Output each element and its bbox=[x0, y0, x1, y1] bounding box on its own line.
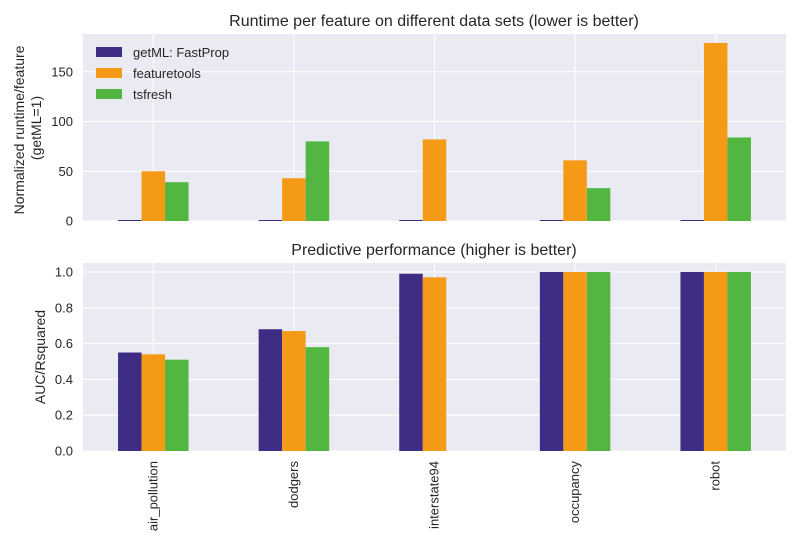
runtime-bar-getml-fastprop-dodgers bbox=[258, 220, 283, 221]
performance-y-tick-label: 0.8 bbox=[55, 300, 73, 315]
runtime-bar-tsfresh-air-pollution bbox=[165, 182, 189, 221]
performance-x-ticks: air_pollution dodgers interstate94 occupanc… bbox=[145, 461, 722, 532]
runtime-y-axis-label-line2: (getML=1) bbox=[28, 96, 44, 160]
performance-y-tick-label: 0.0 bbox=[55, 444, 73, 459]
runtime-bar-featuretools-interstate94 bbox=[422, 139, 447, 221]
runtime-bar-featuretools-occupancy bbox=[563, 160, 587, 221]
performance-y-tick-label: 1.0 bbox=[55, 264, 73, 279]
performance-bar-getml-fastprop-air-pollution bbox=[118, 352, 142, 451]
x-tick-label-interstate94: interstate94 bbox=[427, 461, 442, 529]
legend-label-tsfresh: tsfresh bbox=[133, 87, 172, 102]
runtime-bar-getml-fastprop-occupancy bbox=[539, 220, 564, 221]
runtime-y-tick-label: 100 bbox=[51, 114, 73, 129]
performance-bar-getml-fastprop-occupancy bbox=[539, 271, 564, 451]
runtime-bars bbox=[118, 42, 751, 221]
performance-bar-tsfresh-dodgers bbox=[305, 347, 330, 451]
performance-chart: 0.0 0.2 0.4 0.6 0.8 1.0 air_pollution dodgers i… bbox=[32, 242, 786, 531]
performance-bar-getml-fastprop-interstate94 bbox=[399, 273, 423, 451]
runtime-bar-getml-fastprop-interstate94 bbox=[399, 220, 423, 221]
performance-y-ticks: 0.0 0.2 0.4 0.6 0.8 1.0 bbox=[55, 264, 73, 458]
runtime-bar-tsfresh-dodgers bbox=[305, 141, 330, 221]
legend-label-featuretools: featuretools bbox=[133, 66, 201, 81]
runtime-y-axis-label-line1: Normalized runtime/feature bbox=[11, 45, 27, 214]
performance-bars bbox=[118, 271, 751, 451]
runtime-bar-featuretools-robot bbox=[703, 42, 728, 221]
runtime-bar-getml-fastprop-robot bbox=[680, 220, 704, 221]
runtime-bar-featuretools-dodgers bbox=[282, 178, 306, 221]
runtime-y-ticks: 0 50 100 150 bbox=[51, 64, 73, 228]
runtime-chart-title: Runtime per feature on different data se… bbox=[229, 13, 639, 30]
performance-y-tick-label: 0.6 bbox=[55, 336, 73, 351]
runtime-y-tick-label: 50 bbox=[59, 164, 73, 179]
performance-bar-tsfresh-occupancy bbox=[586, 271, 611, 451]
runtime-bar-getml-fastprop-air-pollution bbox=[118, 220, 142, 221]
runtime-chart: 0 50 100 150 Runtime per feature on differe… bbox=[11, 13, 786, 229]
runtime-bar-tsfresh-occupancy bbox=[586, 188, 611, 221]
runtime-y-axis-label: Normalized runtime/feature (getML=1) bbox=[11, 42, 44, 215]
x-tick-label-occupancy: occupancy bbox=[567, 461, 582, 524]
legend: getML: FastProp featuretools tsfresh bbox=[96, 45, 229, 102]
performance-bar-tsfresh-air-pollution bbox=[165, 359, 189, 451]
performance-bar-featuretools-air-pollution bbox=[141, 354, 166, 451]
performance-bar-getml-fastprop-dodgers bbox=[258, 329, 283, 451]
performance-y-tick-label: 0.2 bbox=[55, 408, 73, 423]
performance-chart-title: Predictive performance (higher is better… bbox=[291, 242, 576, 259]
runtime-bar-featuretools-air-pollution bbox=[141, 171, 166, 221]
performance-bar-getml-fastprop-robot bbox=[680, 271, 704, 451]
runtime-bar-tsfresh-robot bbox=[727, 137, 751, 221]
performance-y-tick-label: 0.4 bbox=[55, 372, 73, 387]
performance-bar-tsfresh-robot bbox=[727, 271, 751, 451]
performance-y-axis-label: AUC/Rsquared bbox=[32, 310, 48, 404]
performance-bar-featuretools-robot bbox=[703, 271, 728, 451]
runtime-y-tick-label: 150 bbox=[51, 64, 73, 79]
x-tick-label-robot: robot bbox=[708, 461, 723, 491]
performance-bar-featuretools-interstate94 bbox=[422, 277, 447, 451]
legend-swatch-getml bbox=[96, 47, 122, 57]
legend-swatch-featuretools bbox=[96, 68, 122, 78]
x-tick-label-dodgers: dodgers bbox=[286, 461, 301, 508]
legend-swatch-tsfresh bbox=[96, 89, 122, 99]
performance-bar-featuretools-dodgers bbox=[282, 331, 306, 451]
performance-bar-featuretools-occupancy bbox=[563, 271, 587, 451]
legend-label-getml: getML: FastProp bbox=[133, 45, 229, 60]
x-tick-label-air-pollution: air_pollution bbox=[145, 461, 160, 531]
runtime-y-tick-label: 0 bbox=[66, 214, 73, 229]
